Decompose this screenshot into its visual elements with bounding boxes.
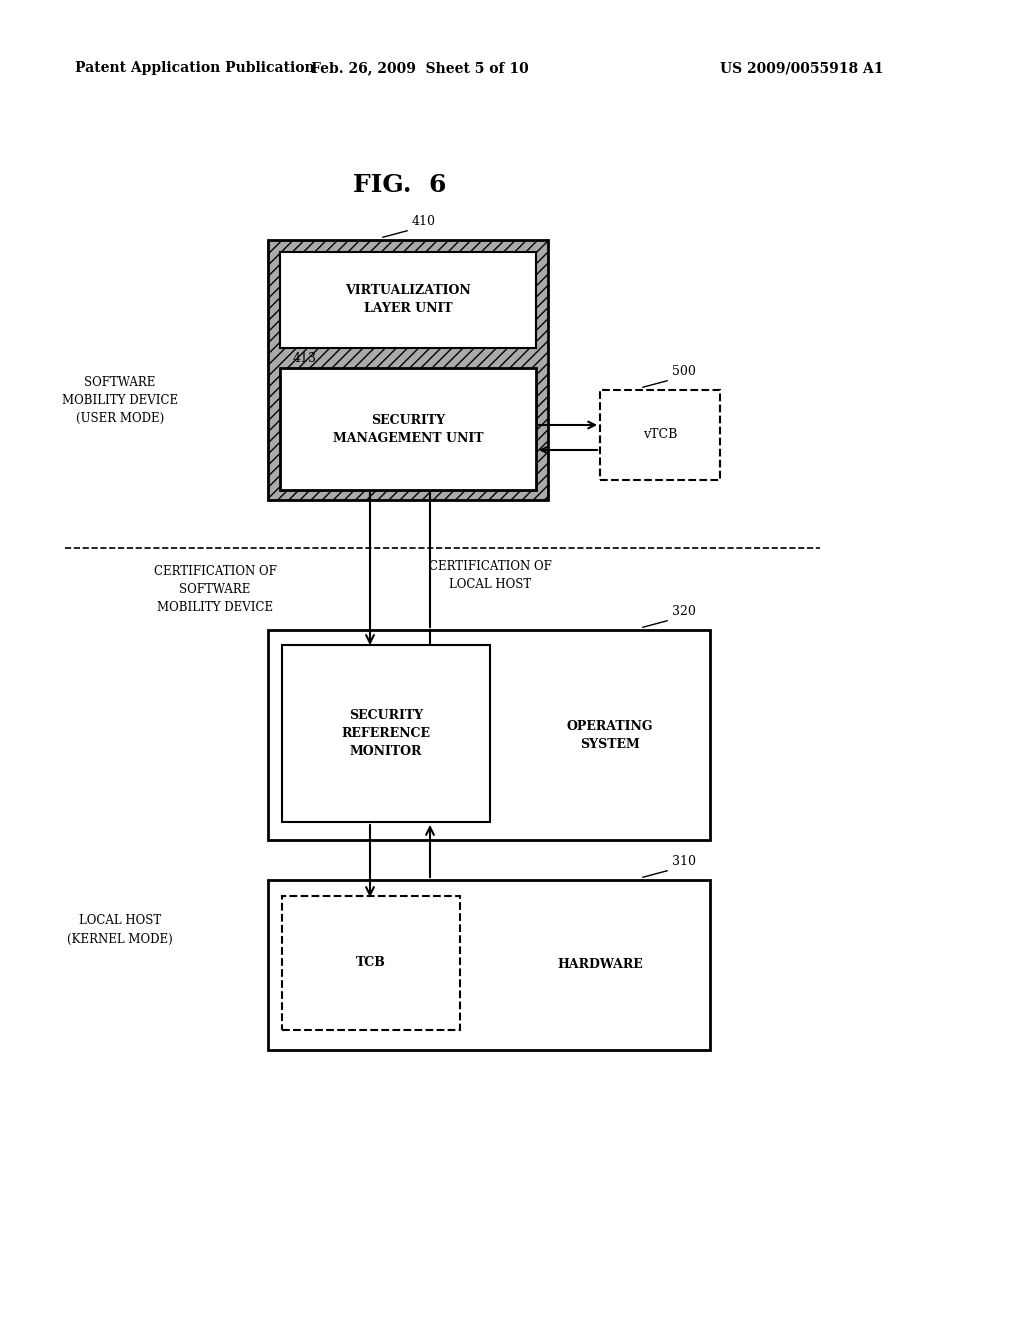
Text: US 2009/0055918 A1: US 2009/0055918 A1: [720, 61, 884, 75]
Text: CERTIFICATION OF
SOFTWARE
MOBILITY DEVICE: CERTIFICATION OF SOFTWARE MOBILITY DEVIC…: [154, 565, 276, 614]
Bar: [280, 368, 536, 490]
Text: FIG.  6: FIG. 6: [353, 173, 446, 197]
Text: vTCB: vTCB: [643, 429, 677, 441]
Text: 410: 410: [412, 215, 436, 228]
Text: Patent Application Publication: Patent Application Publication: [75, 61, 314, 75]
Bar: [280, 252, 536, 348]
Text: LOCAL HOST
(KERNEL MODE): LOCAL HOST (KERNEL MODE): [68, 915, 173, 945]
Text: Feb. 26, 2009  Sheet 5 of 10: Feb. 26, 2009 Sheet 5 of 10: [311, 61, 528, 75]
Text: 310: 310: [672, 855, 696, 869]
Text: SECURITY
MANAGEMENT UNIT: SECURITY MANAGEMENT UNIT: [333, 413, 483, 445]
Text: VIRTUALIZATION
LAYER UNIT: VIRTUALIZATION LAYER UNIT: [345, 285, 471, 315]
Text: HARDWARE: HARDWARE: [557, 958, 643, 972]
Text: SOFTWARE
MOBILITY DEVICE
(USER MODE): SOFTWARE MOBILITY DEVICE (USER MODE): [61, 375, 178, 425]
Bar: [268, 630, 710, 840]
Text: 500: 500: [672, 366, 696, 378]
Text: TCB: TCB: [356, 957, 386, 969]
Bar: [268, 880, 710, 1049]
Bar: [600, 389, 720, 480]
Text: CERTIFICATION OF
LOCAL HOST: CERTIFICATION OF LOCAL HOST: [429, 560, 552, 591]
Text: SECURITY
REFERENCE
MONITOR: SECURITY REFERENCE MONITOR: [341, 709, 430, 758]
Text: OPERATING
SYSTEM: OPERATING SYSTEM: [566, 719, 653, 751]
Text: 320: 320: [672, 605, 696, 618]
Bar: [282, 645, 490, 822]
Text: 413: 413: [293, 352, 317, 366]
Bar: [268, 240, 548, 500]
Bar: [282, 896, 460, 1030]
